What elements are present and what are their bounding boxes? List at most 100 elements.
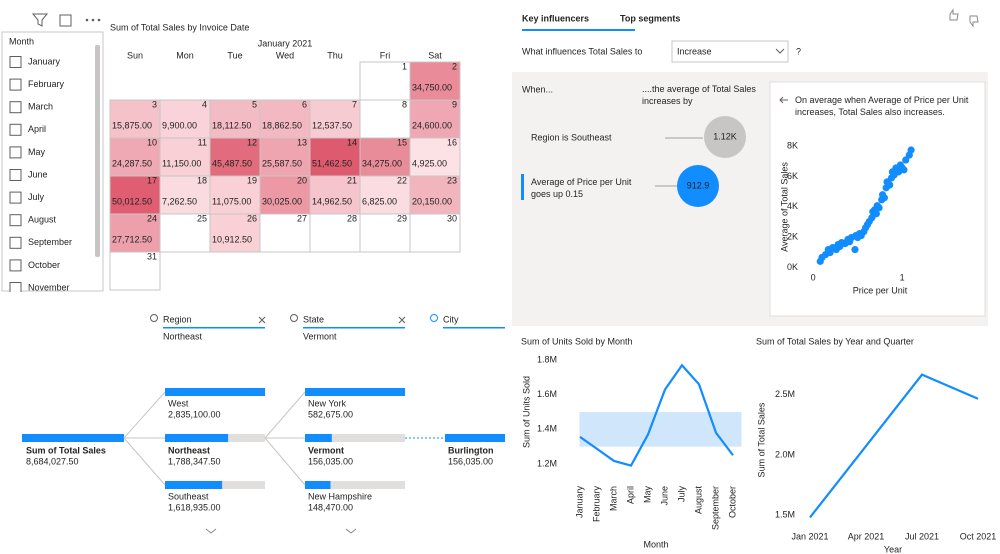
x-tick-label: June (659, 486, 669, 506)
checkbox[interactable] (9, 123, 22, 136)
slicer-item[interactable]: April (28, 124, 46, 134)
checkbox[interactable] (9, 259, 22, 272)
calendar-cell (109, 175, 161, 215)
day-number: 24 (147, 213, 157, 223)
calendar-cell (309, 213, 361, 253)
factor-bubble (677, 165, 719, 207)
factor-value: 1.12K (713, 131, 737, 141)
level-header: Region (163, 314, 192, 324)
back-arrow[interactable] (779, 96, 788, 104)
level-underline (443, 327, 505, 329)
point (872, 210, 880, 218)
calendar-cell (359, 61, 411, 101)
level-underline (163, 327, 265, 329)
y-tick-label: 6K (787, 171, 798, 181)
remove-icon[interactable] (398, 316, 406, 324)
bar[interactable] (165, 481, 223, 489)
dropdown[interactable] (671, 40, 789, 63)
day-number: 27 (297, 213, 307, 223)
slicer-item[interactable]: June (28, 169, 48, 179)
day-number: 18 (197, 175, 207, 185)
factor-label-box: Average of Price per Unit goes up 0.15 (531, 177, 632, 199)
day-number: 6 (302, 99, 307, 109)
bar[interactable] (165, 434, 229, 442)
detail-card (769, 81, 986, 317)
slicer-item[interactable]: July (28, 192, 45, 202)
slicer-item[interactable]: August (28, 215, 57, 225)
chart-title: Sum of Total Sales by Year and Quarter (756, 336, 914, 346)
slicer-item[interactable]: May (28, 147, 46, 157)
slicer-title: Month (9, 36, 34, 46)
level-filter: Northeast (163, 331, 203, 341)
checkbox[interactable] (9, 236, 22, 249)
calendar-cell (359, 99, 411, 139)
calendar-cell (209, 175, 261, 215)
line (809, 373, 979, 519)
slicer-item[interactable]: November (28, 282, 70, 292)
remove-icon[interactable] (258, 316, 266, 324)
checkbox[interactable] (9, 101, 22, 114)
level-header: City (443, 314, 459, 324)
weekday: Mon (176, 50, 194, 60)
x-tick-label: March (608, 486, 618, 511)
checkbox[interactable] (9, 282, 22, 294)
day-value: 10,912.50 (212, 234, 252, 244)
bar[interactable] (305, 434, 332, 442)
y-tick-label: 1.8M (537, 354, 557, 364)
checkbox[interactable] (9, 56, 22, 68)
day-value: 25,587.50 (262, 158, 302, 168)
connector (264, 437, 306, 486)
y-tick-label: 4K (787, 201, 798, 211)
checkbox[interactable] (9, 78, 22, 91)
bar[interactable] (165, 388, 265, 396)
help[interactable]: ? (796, 46, 801, 56)
checkbox[interactable] (9, 169, 22, 181)
dropdown-chevron[interactable] (775, 48, 785, 54)
root-value: 8,684,027.50 (26, 456, 79, 466)
calendar-cell (159, 213, 211, 253)
checkbox[interactable] (9, 191, 22, 204)
x-tick-label: Apr 2021 (848, 531, 885, 541)
day-number: 2 (452, 61, 457, 71)
slicer-item[interactable]: October (28, 260, 60, 270)
node-value: 156,035.00 (448, 456, 493, 466)
day-value: 24,600.00 (412, 120, 452, 130)
tab[interactable]: Key influencers (522, 13, 589, 23)
decomposition-tree: Region Northeast State Vermont City Sum of To… (22, 314, 505, 534)
calendar-cell (109, 251, 161, 291)
slicer-item[interactable]: February (28, 79, 65, 89)
feedback-icons[interactable] (949, 8, 979, 28)
y-tick-label: 2K (787, 231, 798, 241)
bar[interactable] (305, 388, 405, 396)
x-tick-label: October (727, 486, 737, 518)
dropdown-value[interactable]: Increase (677, 46, 712, 56)
bar[interactable] (305, 481, 331, 489)
checkbox[interactable] (9, 214, 22, 227)
checkbox[interactable] (9, 146, 22, 159)
x-tick-label: May (642, 486, 652, 504)
slicer-item[interactable]: September (28, 237, 72, 247)
factor-label[interactable]: Region is Southeast (531, 132, 612, 142)
more-icon[interactable] (85, 18, 101, 22)
expand-chevron[interactable] (205, 528, 217, 534)
weekday: Sat (428, 50, 442, 60)
day-number: 10 (147, 137, 157, 147)
factor-label[interactable]: Average of Price per Unit goes up 0.15 (531, 177, 632, 199)
filter-icon[interactable] (31, 13, 49, 27)
reference-band (579, 412, 742, 447)
slicer-item[interactable]: March (28, 102, 53, 112)
x-tick-label: Jan 2021 (791, 531, 828, 541)
slicer-item[interactable]: January (28, 56, 61, 66)
x-tick-label: February (591, 486, 601, 523)
level-filter: Vermont (303, 331, 337, 341)
bar[interactable] (445, 434, 505, 442)
day-number: 19 (247, 175, 257, 185)
calendar-cell (309, 137, 361, 177)
focus-icon[interactable] (59, 14, 72, 27)
day-number: 31 (147, 251, 157, 261)
tab[interactable]: Top segments (620, 13, 680, 23)
scrollbar[interactable] (95, 45, 100, 257)
tab-underline (522, 29, 635, 31)
calendar-cell (309, 175, 361, 215)
expand-chevron[interactable] (345, 528, 357, 534)
